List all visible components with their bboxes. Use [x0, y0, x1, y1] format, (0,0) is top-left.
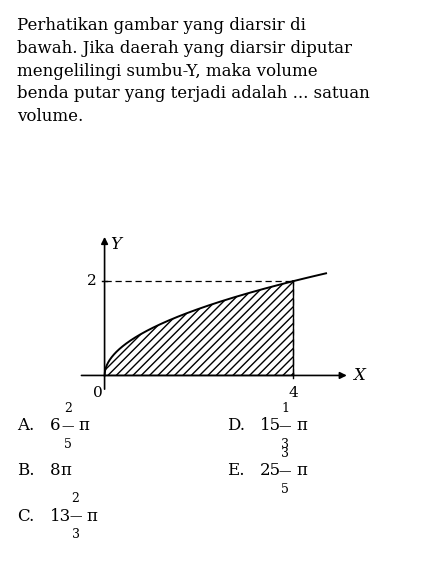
- Text: 25: 25: [260, 462, 281, 479]
- Text: D.: D.: [227, 417, 245, 434]
- Text: π: π: [60, 462, 71, 479]
- Text: 3: 3: [72, 528, 80, 541]
- Text: A.: A.: [17, 417, 35, 434]
- Text: 0: 0: [93, 386, 102, 400]
- Text: —: —: [279, 420, 291, 433]
- Text: 5: 5: [281, 483, 289, 496]
- Text: π: π: [87, 508, 97, 525]
- Text: 3: 3: [281, 447, 289, 460]
- Text: C.: C.: [17, 508, 35, 525]
- Text: E.: E.: [227, 462, 245, 479]
- Text: 8: 8: [50, 462, 61, 479]
- Text: 2: 2: [72, 492, 80, 505]
- Text: —: —: [61, 420, 74, 433]
- Text: 1: 1: [281, 402, 289, 415]
- Text: 4: 4: [288, 386, 298, 400]
- Text: Perhatikan gambar yang diarsir di
bawah. Jika daerah yang diarsir diputar
mengel: Perhatikan gambar yang diarsir di bawah.…: [17, 17, 370, 125]
- Text: 5: 5: [64, 438, 72, 451]
- Text: 15: 15: [260, 417, 281, 434]
- Text: 2: 2: [64, 402, 72, 415]
- Text: —: —: [69, 510, 82, 523]
- Text: π: π: [79, 417, 90, 434]
- Text: Y: Y: [110, 236, 121, 253]
- Text: —: —: [279, 465, 291, 478]
- Text: 13: 13: [50, 508, 72, 525]
- Text: 2: 2: [87, 274, 97, 288]
- Text: X: X: [354, 367, 365, 384]
- Text: B.: B.: [17, 462, 35, 479]
- Text: π: π: [296, 462, 307, 479]
- Text: 6: 6: [50, 417, 61, 434]
- Text: π: π: [296, 417, 307, 434]
- Text: 3: 3: [281, 438, 289, 451]
